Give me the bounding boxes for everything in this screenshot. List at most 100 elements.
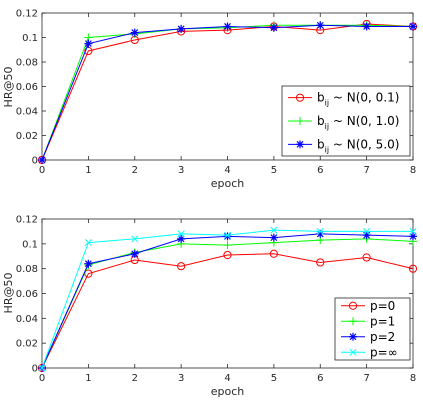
marker-p1-s3-5	[269, 23, 278, 32]
legend-label-main: p=1	[370, 314, 395, 328]
legend-label-main: p=∞	[370, 345, 398, 359]
legend-item: p=∞	[341, 345, 398, 359]
legend-label: bij ~ N(0, 1.0)	[317, 114, 399, 131]
marker-p1-s2-legend	[296, 117, 304, 125]
x-tick-label: 1	[85, 165, 91, 176]
axes-frame	[41, 12, 414, 161]
marker-p1-s3-8	[409, 22, 417, 31]
marker-p2-s1-6	[316, 258, 325, 267]
legend-label-rest: ~ N(0, 1.0)	[329, 114, 399, 128]
marker-p2-s3-4	[223, 232, 232, 241]
marker-p2-s1-5	[269, 249, 278, 258]
axes-frame	[41, 218, 414, 369]
y-tick-label: 0	[32, 364, 38, 375]
marker-p1-s3-1	[84, 39, 93, 48]
legend-item: bij ~ N(0, 5.0)	[288, 137, 399, 154]
legend-label-subscript: ij	[325, 145, 329, 154]
marker-p2-s4-7	[363, 227, 371, 235]
marker-p2-s2-4	[223, 241, 232, 250]
legend-label-main: b	[317, 114, 325, 128]
x-tick-label: 5	[271, 165, 277, 176]
marker-p2-s4-legend	[349, 348, 357, 356]
marker-p2-s4-1	[84, 239, 92, 247]
y-tick-label: 0.1	[22, 33, 38, 44]
legend-item: p=2	[341, 330, 395, 344]
marker-p2-s1-4	[223, 250, 232, 260]
x-tick-label: 4	[224, 165, 230, 176]
marker-p2-s3-legend	[349, 332, 357, 341]
marker-p2-s3-5	[269, 233, 278, 242]
marker-p2-s4-2	[131, 235, 139, 243]
x-tick-label: 6	[317, 373, 323, 384]
x-tick-label: 8	[410, 373, 416, 384]
y-tick-label: 0.04	[16, 314, 38, 325]
marker-p2-s4-3	[177, 230, 185, 238]
x-axis-label: epoch	[211, 385, 245, 398]
x-tick-label: 2	[132, 373, 138, 384]
y-tick-label: 0.12	[16, 9, 38, 20]
x-tick-label: 3	[178, 373, 184, 384]
x-tick-label: 7	[363, 373, 369, 384]
legend-label-rest: ~ N(0, 0.1)	[329, 91, 399, 105]
legend-label-main: b	[317, 91, 325, 105]
marker-p2-s1-8	[408, 264, 418, 273]
marker-p2-s4-6	[316, 227, 324, 235]
marker-p2-s3-8	[409, 232, 417, 241]
y-axis-label: HR@50	[2, 273, 15, 314]
legend-label: p=1	[370, 314, 395, 328]
marker-p1-s3-legend	[296, 140, 304, 149]
marker-p2-s3-3	[177, 234, 186, 243]
x-tick-label: 0	[39, 373, 45, 384]
marker-p1-s3-2	[130, 28, 139, 37]
marker-p2-s3-2	[130, 249, 139, 258]
marker-p2-s4-8	[409, 227, 417, 235]
x-tick-label: 4	[224, 373, 230, 384]
x-tick-label: 3	[178, 165, 184, 176]
series-1-3	[38, 21, 417, 164]
marker-p2-s4-5	[270, 226, 278, 234]
marker-p2-s3-7	[362, 231, 371, 240]
x-tick-label: 6	[317, 165, 323, 176]
legend: p=0p=1 p=2p=∞	[334, 297, 411, 361]
x-tick-label: 7	[363, 165, 369, 176]
legend-label-main: p=2	[370, 330, 395, 344]
marker-p1-s1-legend	[295, 93, 305, 102]
legend-item: bij ~ N(0, 0.1)	[288, 91, 399, 108]
marker-p1-s3-6	[316, 21, 325, 30]
legend-label-subscript: ij	[325, 122, 329, 131]
legend-label: p=0	[370, 299, 395, 313]
series-line	[41, 253, 414, 369]
legend-label-subscript: ij	[325, 99, 329, 108]
marker-p2-s3-1	[84, 259, 93, 268]
y-tick-label: 0	[32, 156, 38, 167]
legend-label: p=2	[370, 330, 395, 344]
marker-p2-s1-3	[177, 262, 186, 271]
x-tick-label: 8	[410, 165, 416, 176]
y-axis-label: HR@50	[2, 67, 15, 108]
marker-p1-s3-7	[362, 22, 371, 31]
legend-label: bij ~ N(0, 5.0)	[317, 137, 399, 154]
legend-item: p=1	[341, 314, 395, 328]
marker-p1-s3-4	[223, 22, 232, 31]
y-tick-label: 0.08	[16, 58, 38, 69]
y-tick-label: 0.02	[16, 131, 38, 142]
y-tick-label: 0.08	[16, 264, 38, 275]
y-tick-label: 0.02	[16, 339, 38, 350]
legend: bij ~ N(0, 0.1)bij ~ N(0, 1.0)bij ~ N(0,…	[281, 85, 411, 157]
x-axis-label: epoch	[211, 177, 245, 190]
y-tick-label: 0.06	[16, 289, 38, 300]
marker-p2-s3-6	[316, 229, 325, 238]
legend-box	[334, 297, 411, 361]
chart-panel-1: 0 1 2 3 4 5 6 7 8 0 0.02 0.04 0.06 0.08 0.1 0.12 epoch HR…	[2, 9, 418, 190]
legend-label-main: b	[317, 137, 325, 151]
legend-item: p=0	[341, 299, 395, 313]
marker-p2-s4-4	[223, 231, 232, 239]
marker-p1-s3-3	[177, 24, 186, 33]
x-tick-label: 5	[271, 373, 277, 384]
legend-label-rest: ~ N(0, 5.0)	[329, 137, 399, 151]
y-tick-label: 0.06	[16, 82, 38, 93]
marker-p2-s4-0	[38, 364, 46, 372]
x-tick-label: 1	[85, 373, 91, 384]
y-tick-label: 0.04	[16, 107, 38, 118]
chart-panel-2: 0 1 2 3 4 5 6 7 8 0 0.02 0.04 0.06 0.08 0.1 0.12 epoch HR…	[2, 215, 418, 398]
